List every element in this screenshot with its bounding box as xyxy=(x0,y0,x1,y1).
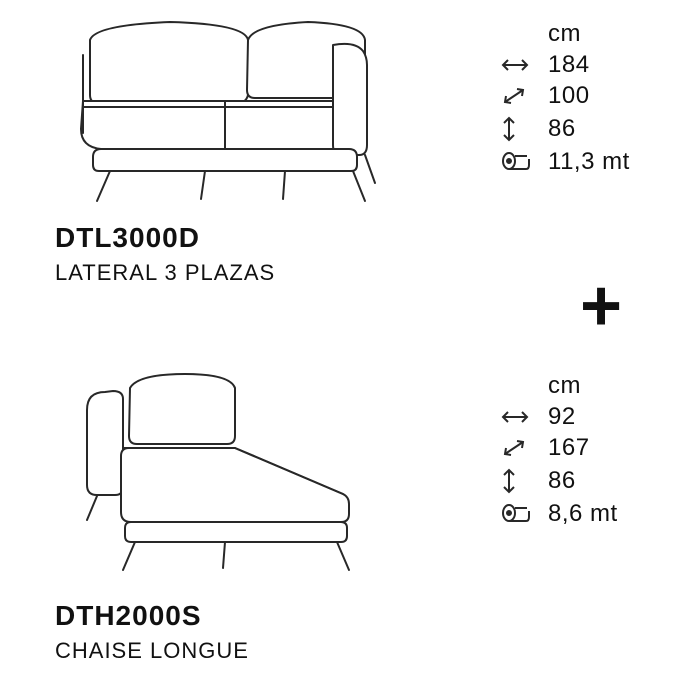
height-arrow-icon xyxy=(500,464,544,498)
chaise-sketch xyxy=(75,370,365,580)
width-arrow-icon xyxy=(500,401,544,432)
spec-fabric: 8,6 mt xyxy=(544,498,618,529)
product-description: CHAISE LONGUE xyxy=(55,638,249,664)
width-arrow-icon xyxy=(500,49,544,80)
specs-unit: cm xyxy=(544,18,630,49)
sofa-sketch xyxy=(55,15,385,210)
fabric-roll-icon xyxy=(500,498,544,529)
plus-separator-icon: + xyxy=(580,270,622,342)
product-labels-1: DTL3000D LATERAL 3 PLAZAS xyxy=(55,222,275,286)
specs-unit: cm xyxy=(544,370,618,401)
spec-height: 86 xyxy=(544,112,630,146)
spec-width: 92 xyxy=(544,401,618,432)
product-code: DTH2000S xyxy=(55,600,249,632)
fabric-roll-icon xyxy=(500,146,544,177)
spec-fabric: 11,3 mt xyxy=(544,146,630,177)
spec-depth: 100 xyxy=(544,80,630,111)
depth-arrow-icon xyxy=(500,432,544,463)
product-labels-2: DTH2000S CHAISE LONGUE xyxy=(55,600,249,664)
spec-depth: 167 xyxy=(544,432,618,463)
specs-table-2: cm 92 167 86 xyxy=(500,370,618,529)
spec-width: 184 xyxy=(544,49,630,80)
height-arrow-icon xyxy=(500,112,544,146)
specs-table-1: cm 184 100 86 xyxy=(500,18,630,177)
depth-arrow-icon xyxy=(500,80,544,111)
spec-height: 86 xyxy=(544,464,618,498)
product-description: LATERAL 3 PLAZAS xyxy=(55,260,275,286)
product-code: DTL3000D xyxy=(55,222,275,254)
